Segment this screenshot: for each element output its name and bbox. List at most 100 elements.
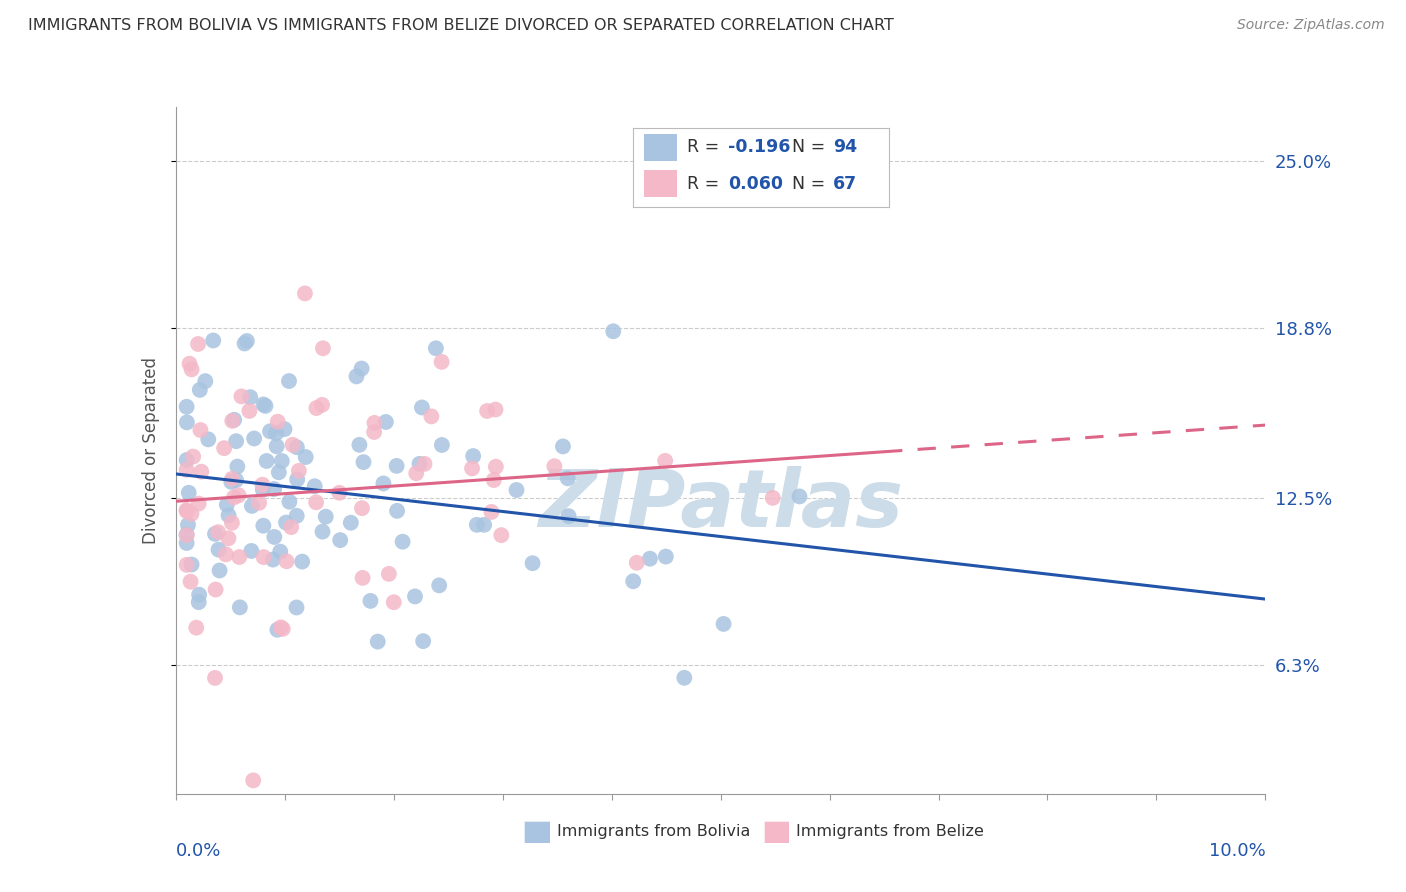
Point	[271, 622, 294, 636]
Point	[252, 483, 274, 497]
Point	[231, 389, 253, 403]
Point	[278, 494, 301, 508]
Point	[404, 590, 426, 604]
Text: ZIPatlas: ZIPatlas	[538, 467, 903, 544]
Point	[491, 528, 513, 542]
Point	[215, 548, 238, 562]
Point	[304, 479, 326, 493]
Point	[221, 414, 243, 428]
Point	[176, 504, 198, 518]
Point	[207, 542, 229, 557]
Point	[655, 549, 678, 564]
Y-axis label: Divorced or Separated: Divorced or Separated	[142, 357, 160, 544]
Point	[340, 516, 363, 530]
Point	[408, 457, 430, 471]
Point	[412, 634, 434, 648]
Point	[225, 473, 247, 487]
Point	[273, 422, 295, 436]
Point	[228, 488, 250, 502]
Point	[789, 490, 811, 504]
Point	[208, 564, 231, 578]
Point	[626, 556, 648, 570]
Point	[226, 459, 249, 474]
Text: 0.0%: 0.0%	[176, 842, 221, 860]
Point	[405, 467, 427, 481]
Point	[294, 286, 316, 301]
Point	[267, 415, 290, 429]
Point	[311, 524, 333, 539]
Point	[188, 588, 211, 602]
Point	[229, 600, 252, 615]
Point	[204, 582, 226, 597]
Point	[385, 504, 408, 518]
Point	[247, 496, 270, 510]
FancyBboxPatch shape	[644, 134, 676, 161]
Text: N =: N =	[792, 138, 831, 156]
Point	[263, 482, 285, 496]
Text: Immigrants from Bolivia: Immigrants from Bolivia	[557, 824, 751, 839]
Point	[413, 457, 436, 471]
Point	[385, 458, 408, 473]
Point	[363, 425, 385, 439]
Point	[197, 433, 219, 447]
Point	[207, 525, 229, 540]
Point	[253, 550, 276, 565]
Point	[294, 450, 316, 464]
Point	[177, 485, 200, 500]
Point	[543, 459, 565, 474]
Point	[288, 464, 311, 478]
Point	[270, 454, 292, 468]
Point	[638, 551, 661, 566]
Point	[176, 453, 198, 467]
Point	[374, 415, 396, 429]
Point	[190, 423, 212, 437]
Point	[187, 497, 209, 511]
Point	[221, 516, 243, 530]
Point	[264, 426, 287, 441]
Point	[315, 509, 337, 524]
Point	[346, 369, 368, 384]
Point	[350, 361, 373, 376]
Point	[263, 530, 285, 544]
Point	[461, 461, 484, 475]
Point	[430, 438, 453, 452]
Point	[270, 620, 292, 634]
Point	[425, 341, 447, 355]
Point	[266, 439, 288, 453]
Point	[252, 518, 274, 533]
Point	[176, 463, 198, 477]
Point	[280, 520, 302, 534]
Point	[179, 357, 201, 371]
Point	[176, 400, 198, 414]
Point	[176, 558, 198, 572]
Text: -0.196: -0.196	[728, 138, 790, 156]
Point	[281, 438, 304, 452]
Point	[202, 334, 225, 348]
Point	[278, 374, 301, 388]
Point	[329, 533, 352, 548]
Point	[522, 556, 544, 570]
Point	[187, 337, 209, 351]
Point	[285, 508, 308, 523]
Point	[465, 517, 488, 532]
Point	[274, 516, 297, 530]
Point	[269, 544, 291, 558]
FancyBboxPatch shape	[644, 170, 676, 197]
Text: 0.060: 0.060	[728, 175, 783, 193]
Point	[181, 450, 204, 464]
Text: IMMIGRANTS FROM BOLIVIA VS IMMIGRANTS FROM BELIZE DIVORCED OR SEPARATED CORRELAT: IMMIGRANTS FROM BOLIVIA VS IMMIGRANTS FR…	[28, 18, 894, 33]
Point	[212, 441, 235, 455]
Text: N =: N =	[792, 175, 831, 193]
Point	[180, 362, 202, 376]
Text: 94: 94	[834, 138, 858, 156]
Point	[176, 528, 198, 542]
Point	[285, 440, 308, 454]
Point	[218, 508, 240, 523]
Point	[215, 498, 238, 512]
Point	[420, 409, 443, 424]
Point	[713, 616, 735, 631]
Text: R =: R =	[688, 138, 725, 156]
Point	[176, 503, 198, 517]
Point	[505, 483, 527, 497]
Point	[252, 397, 274, 411]
